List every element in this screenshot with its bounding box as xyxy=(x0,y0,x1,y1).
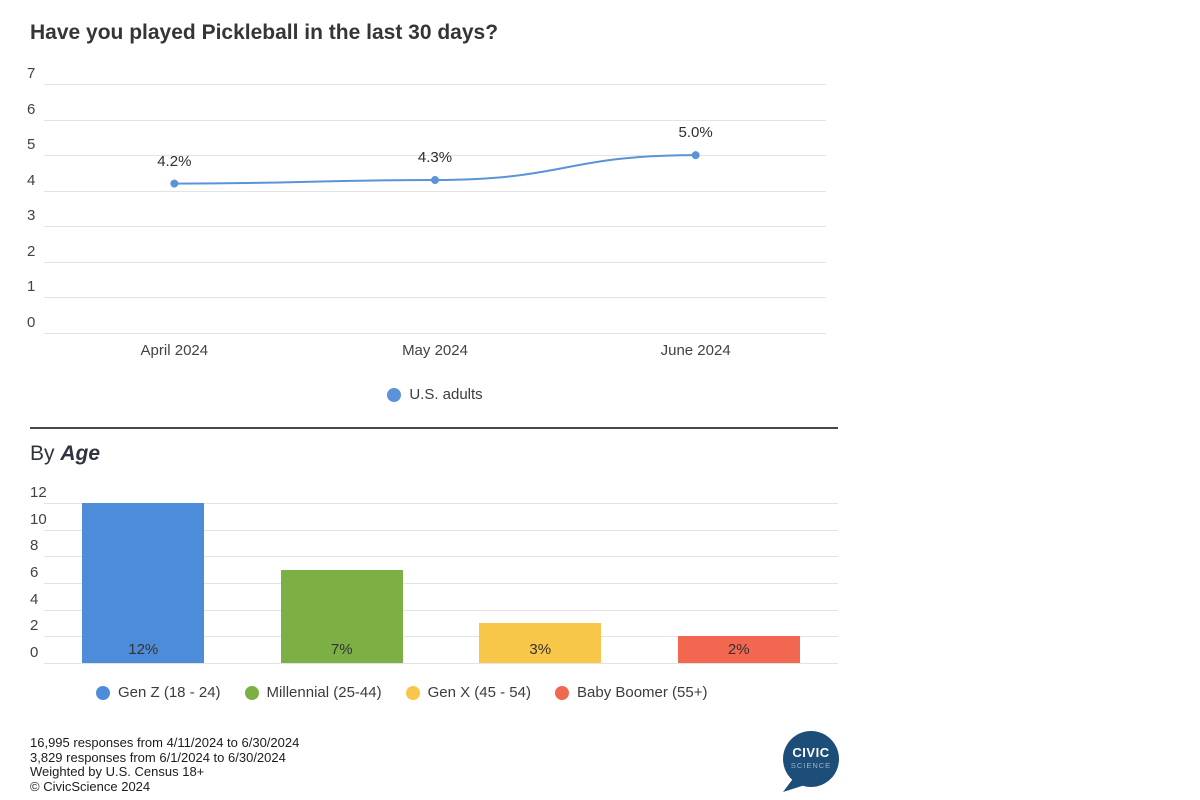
y-axis-tick-label: 4 xyxy=(30,590,39,608)
gridline xyxy=(44,529,838,531)
bar xyxy=(82,503,205,663)
data-point-label: 5.0% xyxy=(678,124,713,142)
legend-swatch xyxy=(555,685,569,700)
data-point xyxy=(170,179,179,188)
bar-value-label: 3% xyxy=(529,641,552,658)
y-axis-tick-label: 3 xyxy=(27,207,36,225)
speech-bubble-icon: CIVIC SCIENCE xyxy=(783,731,839,792)
gridline xyxy=(44,226,826,228)
footnote-responses-2: 3,829 responses from 6/1/2024 to 6/30/20… xyxy=(30,749,286,765)
gridline xyxy=(44,297,826,299)
legend-item: Gen Z (18 - 24) xyxy=(96,684,221,701)
y-axis-tick-label: 12 xyxy=(30,484,47,501)
y-axis-tick-label: 6 xyxy=(27,100,36,118)
bar-value-label: 12% xyxy=(128,641,159,658)
bar xyxy=(677,636,800,663)
y-axis-tick-label: 2 xyxy=(30,617,39,635)
gridline xyxy=(44,636,838,638)
y-axis-tick-label: 0 xyxy=(27,314,36,331)
section-divider xyxy=(30,427,838,429)
logo-text-civic: CIVIC xyxy=(792,745,829,760)
legend-label: Gen Z (18 - 24) xyxy=(118,684,221,701)
legend-label: Baby Boomer (55+) xyxy=(577,684,708,701)
page-title: Have you played Pickleball in the last 3… xyxy=(30,21,499,44)
trend-chart-legend: U.S. adults xyxy=(44,386,826,403)
gridline xyxy=(44,333,826,334)
bar-value-label: 2% xyxy=(727,641,750,658)
by-age-heading-emphasis: Age xyxy=(60,442,101,465)
y-axis-tick-label: 6 xyxy=(30,564,39,581)
footnote-weighting: Weighted by U.S. Census 18+ xyxy=(30,764,205,780)
bar-value-label: 7% xyxy=(330,641,353,658)
gridline xyxy=(44,190,826,192)
y-axis-tick-label: 8 xyxy=(30,537,39,555)
footnotes: 16,995 responses from 4/11/2024 to 6/30/… xyxy=(30,735,300,794)
data-point xyxy=(431,176,439,185)
data-point xyxy=(691,151,700,160)
legend-swatch xyxy=(244,685,259,700)
gridline xyxy=(44,609,838,611)
gridline xyxy=(44,155,826,157)
legend-item: Millennial (25-44) xyxy=(244,684,382,701)
legend-swatch xyxy=(405,685,420,700)
data-point-label: 4.2% xyxy=(157,152,192,170)
y-axis-tick-label: 1 xyxy=(27,278,36,296)
legend-swatch xyxy=(96,685,110,700)
y-axis-tick-label: 7 xyxy=(27,65,36,82)
trend-line-plot xyxy=(170,151,700,188)
gridline xyxy=(44,663,838,664)
x-axis-tick-label: May 2024 xyxy=(402,342,468,359)
legend-label-us-adults: U.S. adults xyxy=(409,386,483,403)
y-axis-tick-label: 10 xyxy=(30,510,47,528)
civicscience-logo: CIVIC SCIENCE xyxy=(779,730,841,794)
age-chart-legend: Gen Z (18 - 24) Millennial (25-44) Gen X (… xyxy=(96,684,707,701)
y-axis-tick-label: 4 xyxy=(27,171,36,189)
legend-swatch-us-adults xyxy=(387,387,402,402)
logo-text-science: SCIENCE xyxy=(791,761,831,770)
bar xyxy=(479,623,602,663)
gridline xyxy=(44,583,838,584)
by-age-heading-prefix: By xyxy=(30,442,55,465)
gridline xyxy=(44,84,826,85)
legend-item: Baby Boomer (55+) xyxy=(555,684,707,701)
gridline xyxy=(44,556,838,558)
gridline xyxy=(44,119,826,121)
gridline xyxy=(44,503,838,504)
footnote-responses-1: 16,995 responses from 4/11/2024 to 6/30/… xyxy=(30,735,300,750)
data-point-label: 4.3% xyxy=(417,149,453,167)
y-axis-tick-label: 2 xyxy=(27,242,36,260)
legend-label: Millennial (25-44) xyxy=(266,684,382,701)
footnote-copyright: © CivicScience 2024 xyxy=(30,778,151,794)
legend-label: Gen X (45 - 54) xyxy=(427,684,531,701)
x-axis-tick-label: April 2024 xyxy=(140,342,209,359)
x-axis-tick-label: June 2024 xyxy=(660,342,731,359)
gridline xyxy=(44,261,826,263)
y-axis-tick-label: 5 xyxy=(27,136,36,154)
by-age-heading: By Age xyxy=(30,442,100,466)
y-axis-tick-label: 0 xyxy=(30,644,39,661)
legend-item: Gen X (45 - 54) xyxy=(405,684,531,701)
bar xyxy=(280,569,403,663)
